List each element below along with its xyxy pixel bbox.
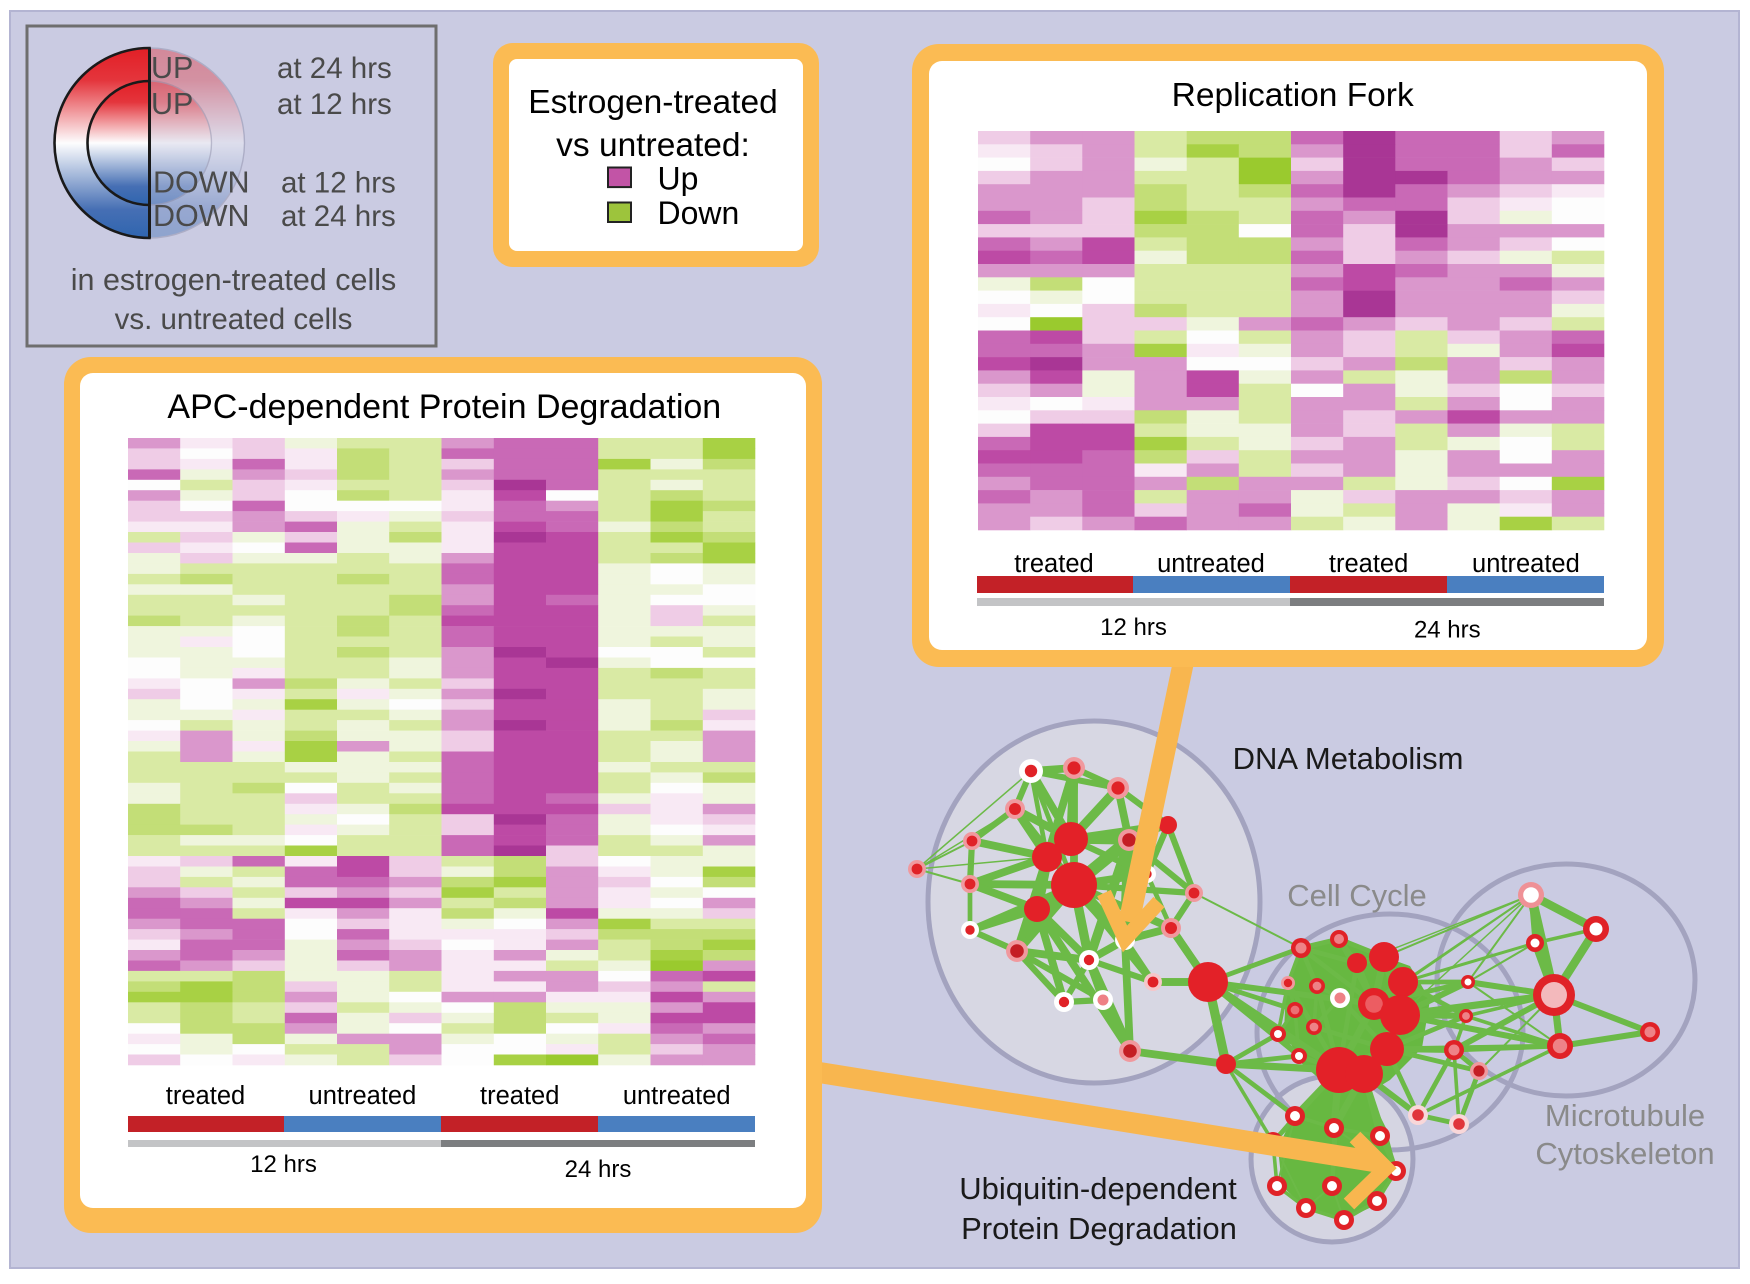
svg-text:DNA Metabolism: DNA Metabolism bbox=[1233, 741, 1464, 776]
svg-text:Cytoskeleton: Cytoskeleton bbox=[1535, 1136, 1714, 1171]
svg-text:untreated: untreated bbox=[623, 1082, 731, 1110]
svg-text:vs untreated:: vs untreated: bbox=[556, 127, 750, 164]
svg-text:treated: treated bbox=[1014, 550, 1093, 578]
svg-text:Down: Down bbox=[658, 195, 740, 231]
svg-text:untreated: untreated bbox=[309, 1082, 417, 1110]
svg-text:APC-dependent Protein Degradat: APC-dependent Protein Degradation bbox=[167, 388, 721, 426]
svg-text:Microtubule: Microtubule bbox=[1545, 1098, 1705, 1133]
svg-text:24 hrs: 24 hrs bbox=[565, 1156, 632, 1183]
svg-text:Ubiquitin-dependent: Ubiquitin-dependent bbox=[959, 1171, 1237, 1206]
svg-text:Protein Degradation: Protein Degradation bbox=[961, 1211, 1237, 1246]
svg-text:untreated: untreated bbox=[1157, 550, 1265, 578]
svg-text:treated: treated bbox=[480, 1082, 559, 1110]
svg-text:at 12 hrs: at 12 hrs bbox=[277, 88, 392, 121]
svg-text:at 24 hrs: at 24 hrs bbox=[277, 52, 392, 85]
svg-text:12 hrs: 12 hrs bbox=[250, 1151, 317, 1178]
svg-text:vs. untreated cells: vs. untreated cells bbox=[115, 303, 353, 336]
svg-text:12 hrs: 12 hrs bbox=[1100, 614, 1167, 641]
svg-text:Estrogen-treated: Estrogen-treated bbox=[528, 84, 778, 121]
svg-text:24 hrs: 24 hrs bbox=[1414, 617, 1481, 644]
svg-text:Cell Cycle: Cell Cycle bbox=[1287, 878, 1427, 913]
svg-text:DOWN: DOWN bbox=[153, 166, 250, 200]
svg-text:treated: treated bbox=[166, 1082, 245, 1110]
svg-text:UP: UP bbox=[151, 87, 193, 121]
svg-text:untreated: untreated bbox=[1472, 550, 1580, 578]
svg-text:Replication Fork: Replication Fork bbox=[1172, 77, 1414, 114]
svg-text:at 12 hrs: at 12 hrs bbox=[281, 167, 396, 200]
svg-text:in estrogen-treated cells: in estrogen-treated cells bbox=[71, 263, 397, 297]
svg-text:UP: UP bbox=[151, 51, 193, 85]
svg-text:at 24 hrs: at 24 hrs bbox=[281, 200, 396, 233]
svg-text:DOWN: DOWN bbox=[153, 199, 250, 233]
svg-text:treated: treated bbox=[1329, 550, 1408, 578]
svg-text:Up: Up bbox=[658, 161, 699, 197]
